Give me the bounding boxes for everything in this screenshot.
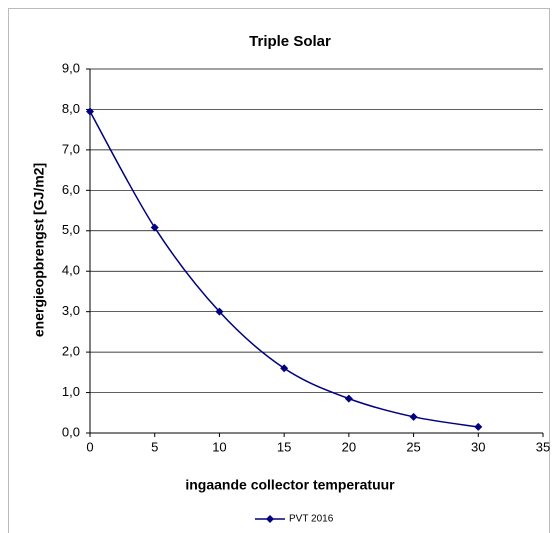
y-tick-label: 4,0 (62, 263, 80, 278)
y-tick-label: 9,0 (62, 60, 80, 75)
data-point (344, 394, 353, 403)
x-tick-label: 20 (342, 439, 356, 454)
data-point (409, 412, 418, 421)
x-tick-label: 0 (86, 439, 93, 454)
legend-marker (266, 515, 274, 523)
data-point (280, 364, 289, 373)
y-tick-label: 2,0 (62, 344, 80, 359)
x-tick-label: 35 (536, 439, 550, 454)
y-tick-label: 0,0 (62, 424, 80, 439)
chart-border (8, 8, 550, 533)
y-tick-label: 1,0 (62, 384, 80, 399)
x-axis-label: ingaande collector temperatuur (185, 477, 395, 493)
y-tick-label: 7,0 (62, 141, 80, 156)
chart-title: Triple Solar (249, 33, 331, 50)
y-tick-label: 3,0 (62, 303, 80, 318)
data-point (474, 422, 483, 431)
data-point (150, 223, 159, 232)
legend-label: PVT 2016 (289, 514, 334, 525)
x-tick-label: 10 (212, 439, 226, 454)
x-tick-label: 15 (277, 439, 291, 454)
x-tick-label: 5 (151, 439, 158, 454)
y-tick-label: 6,0 (62, 182, 80, 197)
x-tick-label: 25 (406, 439, 420, 454)
data-point (86, 107, 94, 116)
y-tick-label: 5,0 (62, 222, 80, 237)
data-point (215, 307, 224, 316)
series-line (89, 111, 479, 428)
y-tick-label: 8,0 (62, 101, 80, 116)
y-axis-label: energieopbrengst [GJ/m2] (31, 163, 47, 337)
x-tick-label: 30 (471, 439, 485, 454)
